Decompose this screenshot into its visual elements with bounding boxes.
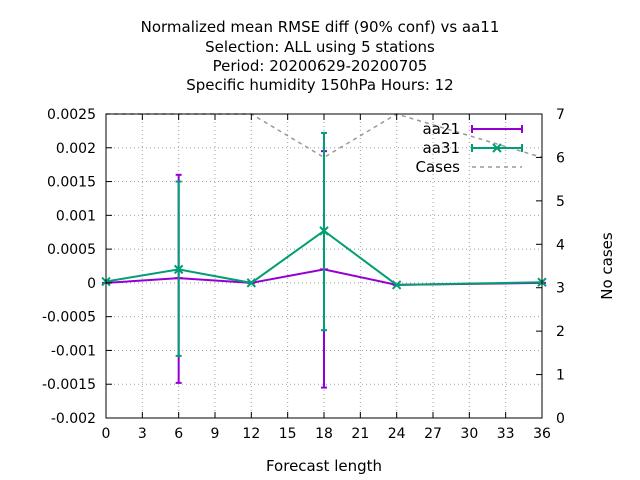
y-tick-label: -0.0015 bbox=[42, 377, 96, 393]
y-tick-label: 0.0005 bbox=[47, 242, 96, 258]
x-tick-label: 33 bbox=[497, 426, 515, 442]
y2-tick-label: 7 bbox=[556, 107, 565, 123]
data-point bbox=[319, 226, 329, 236]
x-tick-label: 12 bbox=[242, 426, 260, 442]
y-tick-label: 0.002 bbox=[56, 141, 96, 157]
cases-layer bbox=[106, 113, 543, 159]
y2-tick-label: 5 bbox=[556, 194, 565, 210]
x-tick-label: 0 bbox=[102, 426, 111, 442]
y2-tick-label: 0 bbox=[556, 411, 565, 427]
series-layer bbox=[101, 131, 547, 389]
x-tick-label: 24 bbox=[388, 426, 406, 442]
legend-marker bbox=[492, 143, 502, 153]
y2-tick-label: 2 bbox=[556, 324, 565, 340]
title-line-4: Specific humidity 150hPa Hours: 12 bbox=[186, 76, 454, 94]
y-tick-label: -0.002 bbox=[51, 411, 96, 427]
y2-tick-label: 3 bbox=[556, 281, 565, 297]
y-tick-label: -0.0005 bbox=[42, 310, 96, 326]
legend-label-Cases: Cases bbox=[415, 158, 460, 176]
data-point bbox=[173, 264, 184, 275]
x-tick-label: 18 bbox=[315, 426, 333, 442]
y2-tick-label: 4 bbox=[556, 237, 565, 253]
y-tick-label: 0 bbox=[87, 276, 96, 292]
x-tick-label: 21 bbox=[351, 426, 369, 442]
y-tick-label: 0.001 bbox=[56, 208, 96, 224]
x-tick-label: 6 bbox=[174, 426, 183, 442]
y-tick-label: 0.0015 bbox=[47, 175, 96, 191]
y-tick-label: 0.0025 bbox=[47, 107, 96, 123]
x-tick-label: 15 bbox=[279, 426, 297, 442]
y2-axis-label: No cases bbox=[598, 232, 616, 300]
x-axis-label: Forecast length bbox=[266, 457, 382, 475]
series-aa31 bbox=[101, 131, 547, 357]
title-line-3: Period: 20200629-20200705 bbox=[212, 57, 428, 75]
y-tick-label: -0.001 bbox=[51, 343, 96, 359]
x-tick-label: 9 bbox=[211, 426, 220, 442]
legend-label-aa31: aa31 bbox=[423, 139, 460, 157]
y2-tick-label: 1 bbox=[556, 368, 565, 384]
data-point bbox=[391, 280, 402, 290]
cases-line bbox=[106, 113, 543, 159]
x-tick-label: 27 bbox=[424, 426, 442, 442]
legend-label-aa21: aa21 bbox=[423, 120, 460, 138]
tick-layer: 0 3 6 9 12 15 18 21 24 27 30 33 360.00250.0020.00150… bbox=[42, 107, 565, 442]
x-tick-label: 30 bbox=[460, 426, 478, 442]
x-tick-label: 3 bbox=[138, 426, 147, 442]
x-tick-label: 36 bbox=[533, 426, 551, 442]
data-point bbox=[246, 278, 257, 288]
title-line-2: Selection: ALL using 5 stations bbox=[205, 38, 435, 56]
y2-tick-label: 6 bbox=[556, 150, 565, 166]
title-line-1: Normalized mean RMSE diff (90% conf) vs … bbox=[140, 18, 500, 36]
series-line bbox=[105, 229, 543, 286]
